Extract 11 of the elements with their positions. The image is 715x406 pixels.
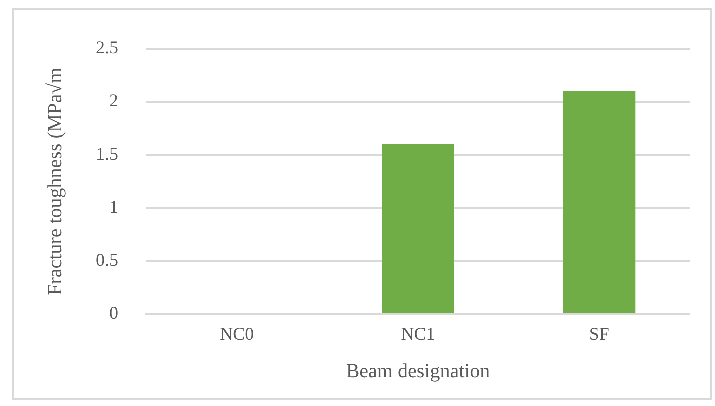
y-tick-label: 1.5 xyxy=(96,144,118,164)
y-axis-title: Fracture toughness (MPa√m xyxy=(44,67,66,296)
y-tick-label: 0.5 xyxy=(96,250,118,270)
y-tick-label: 2.5 xyxy=(96,38,118,58)
y-tick-label: 1 xyxy=(110,196,118,217)
x-axis-title: Beam designation xyxy=(346,360,490,382)
x-tick-label: NC1 xyxy=(401,324,436,344)
y-tick-label: 0 xyxy=(110,303,118,324)
y-tick-label: 2 xyxy=(110,90,118,111)
x-tick-label: NC0 xyxy=(220,324,254,344)
x-tick-label: SF xyxy=(589,324,610,344)
